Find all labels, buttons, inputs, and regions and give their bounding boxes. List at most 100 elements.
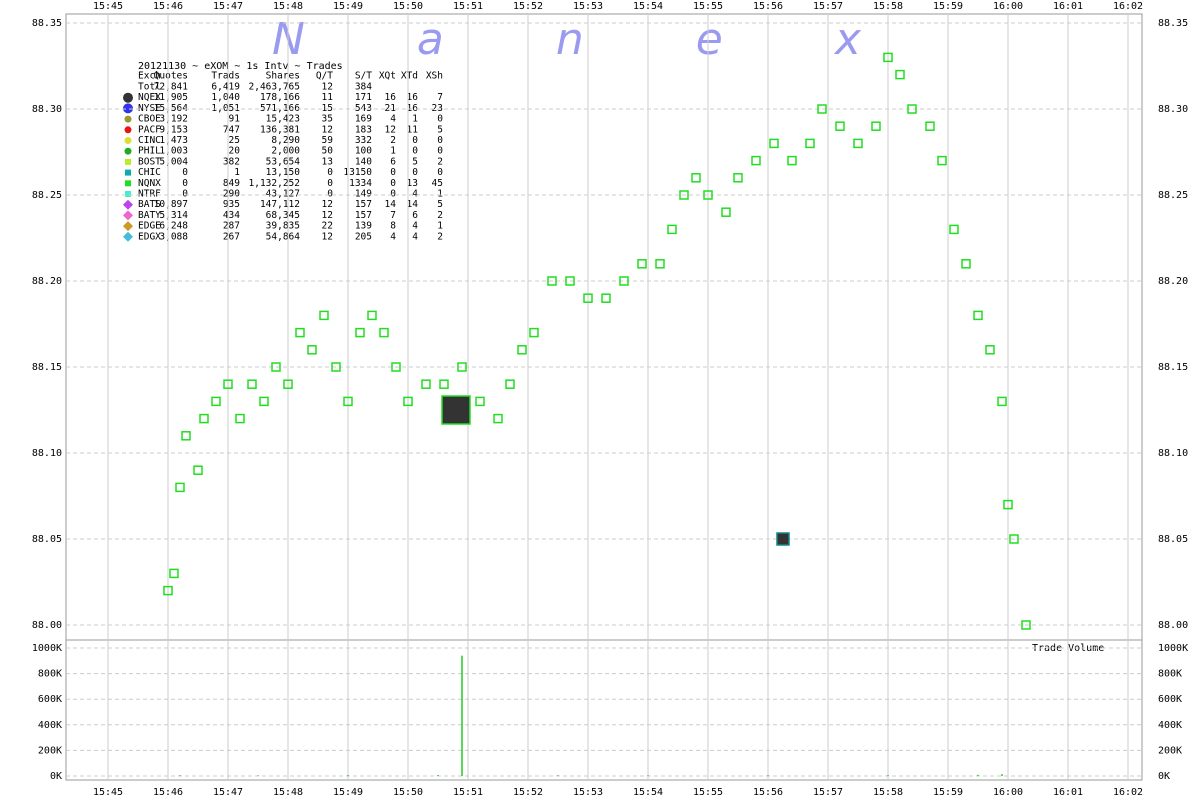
frame: [65, 13, 1143, 781]
trade-point: [961, 259, 971, 269]
y-tick-label-right: 1000K: [1158, 643, 1188, 654]
table-cell: 23: [432, 103, 443, 114]
table-header: S/T: [355, 71, 372, 82]
y-tick-label: 88.15: [32, 362, 62, 373]
y-tick-label-right: 88.10: [1158, 448, 1188, 459]
table-cell: BATS: [138, 199, 161, 210]
table-cell: 0: [182, 167, 188, 178]
table-cell: 157: [355, 210, 372, 221]
table-cell: 205: [355, 231, 372, 242]
trade-point: [163, 585, 173, 596]
trade-point: [565, 276, 575, 286]
trade-point: [733, 173, 743, 183]
trade-point: [973, 310, 983, 321]
volume-bar: [1001, 774, 1003, 776]
table-cell: 0: [437, 135, 443, 146]
table-cell: 5,004: [159, 156, 188, 167]
trade-point: [721, 207, 731, 217]
table-cell: 20: [229, 146, 241, 157]
table-cell: 21: [385, 103, 397, 114]
x-tick-label: 15:47: [213, 787, 243, 798]
trade-point: [937, 155, 947, 166]
table-cell: 59: [322, 135, 334, 146]
trade-point: [907, 104, 917, 114]
table-cell: 12: [322, 82, 333, 93]
volume-bar: [977, 774, 979, 776]
table-cell: EDGE: [138, 221, 161, 232]
table-cell: 54,864: [266, 231, 301, 242]
table-cell: 16: [407, 92, 419, 103]
table-cell: EDGX: [138, 231, 161, 242]
table-cell: 8,290: [271, 135, 300, 146]
trade-point: [817, 104, 827, 114]
legend-marker: [123, 199, 133, 210]
y-tick-label: 88.25: [32, 190, 62, 201]
table-cell: 35: [322, 114, 333, 125]
x-tick-label-top: 15:55: [693, 1, 723, 12]
table-cell: Totl: [138, 82, 161, 93]
table-cell: 4: [412, 221, 418, 232]
table-header: Quotes: [154, 71, 188, 82]
table-cell: 2,463,765: [249, 82, 300, 93]
y-tick-label: 88.35: [32, 18, 62, 29]
trade-point: [247, 379, 257, 389]
trade-point: [769, 138, 779, 149]
table-cell: 16: [385, 92, 397, 103]
x-tick-label: 15:59: [933, 787, 963, 798]
table-cell: 11: [407, 124, 419, 135]
table-cell: 935: [223, 199, 240, 210]
table-cell: 571,166: [260, 103, 300, 114]
table-cell: 9,153: [159, 124, 188, 135]
table-cell: 4: [412, 231, 418, 242]
x-tick-label: 16:02: [1113, 787, 1143, 798]
trade-point: [223, 379, 233, 389]
table-cell: 100: [355, 146, 372, 157]
trade-point: [691, 173, 701, 183]
table-cell: 6: [390, 156, 396, 167]
table-cell: 0: [182, 189, 188, 200]
table-cell: 15: [322, 103, 333, 114]
table-cell: 72,841: [154, 82, 189, 93]
table-cell: 0: [390, 167, 396, 178]
table-cell: NTRF: [138, 189, 161, 200]
table-header: Exch: [138, 71, 161, 82]
table-cell: 43,127: [266, 189, 300, 200]
y-tick-label: 88.05: [32, 534, 62, 545]
table-cell: CHIC: [138, 167, 161, 178]
trade-point: [547, 276, 557, 286]
table-cell: 5: [437, 124, 443, 135]
y-tick-label-right: 400K: [1158, 720, 1182, 731]
trade-point: [355, 327, 365, 338]
table-cell: 2: [437, 231, 443, 242]
table-cell: 157: [355, 199, 372, 210]
table-cell: PACF: [138, 124, 161, 135]
table-cell: 91: [229, 114, 241, 125]
x-tick-label: 15:50: [393, 787, 423, 798]
legend-marker: [124, 137, 132, 144]
y-tick-label-right: 88.05: [1158, 534, 1188, 545]
table-cell: 3,192: [159, 114, 188, 125]
x-tick-label-top: 15:50: [393, 1, 423, 12]
y-tick-label-right: 800K: [1158, 669, 1182, 680]
table-cell: 11: [322, 92, 334, 103]
trade-point: [367, 310, 377, 321]
y-tick-label: 800K: [38, 669, 62, 680]
table-cell: 290: [223, 189, 240, 200]
table-cell: 1,051: [211, 103, 240, 114]
x-tick-label: 15:51: [453, 787, 483, 798]
table-cell: PHIL: [138, 146, 161, 157]
table-cell: BATY: [138, 210, 161, 221]
volume-bar: [461, 655, 463, 776]
trade-point: [421, 379, 431, 389]
trade-point: [805, 138, 815, 149]
table-cell: 0: [412, 167, 418, 178]
table-cell: 267: [223, 231, 240, 242]
table-cell: 5: [437, 199, 443, 210]
trade-point: [211, 396, 221, 407]
trade-point: [295, 327, 305, 338]
legend-marker: [124, 126, 132, 134]
table-cell: 1: [390, 146, 396, 157]
y-tick-label: 88.20: [32, 276, 62, 287]
x-tick-label-top: 15:59: [933, 1, 963, 12]
x-tick-label-top: 15:46: [153, 1, 183, 12]
